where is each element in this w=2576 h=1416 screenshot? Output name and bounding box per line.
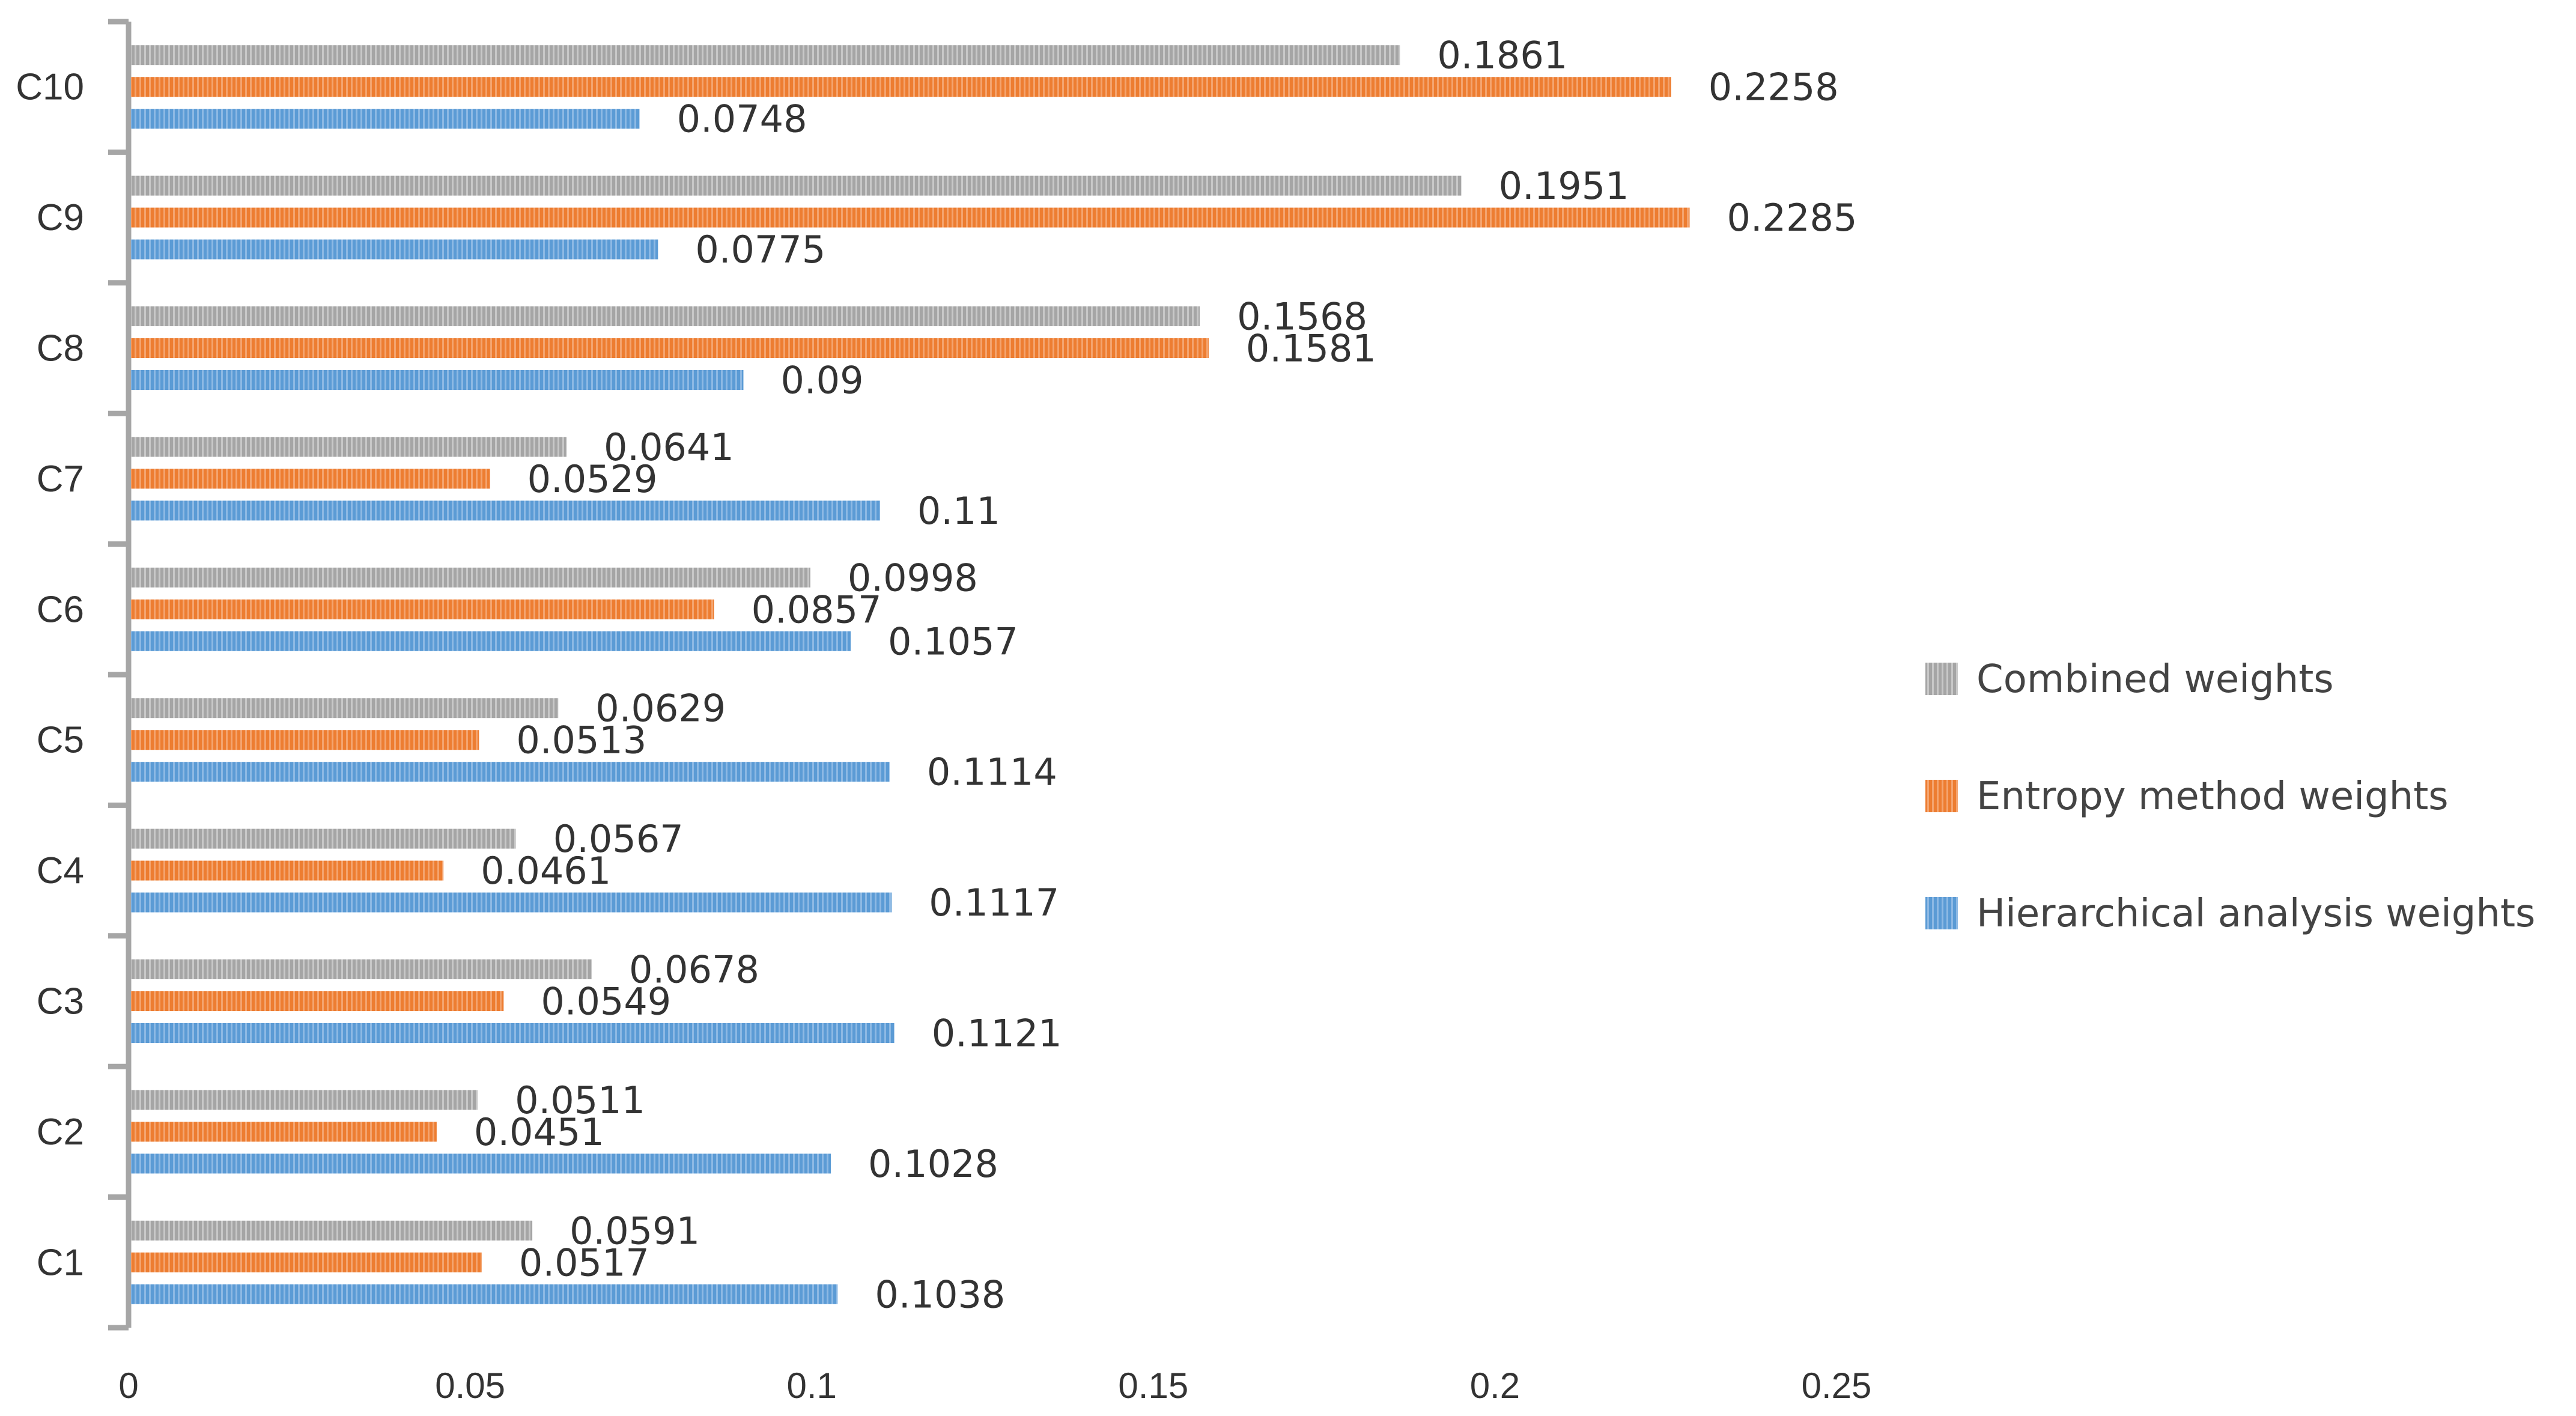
category-label: C7	[37, 458, 84, 500]
bar-C7-0	[131, 437, 567, 457]
category-label: C5	[37, 720, 84, 761]
bar-C10-0	[131, 45, 1400, 65]
bar-C10-2	[131, 109, 640, 129]
bar-C6-1	[131, 599, 714, 619]
category-label: C6	[37, 589, 84, 630]
bar-C6-2	[131, 631, 851, 651]
legend-label: Hierarchical analysis weights	[1976, 892, 2535, 936]
data-label: 0.1568	[1237, 295, 1367, 339]
data-label: 0.1581	[1246, 327, 1376, 371]
data-label: 0.1121	[932, 1012, 1062, 1056]
data-label: 0.0748	[677, 97, 807, 141]
data-label: 0.0511	[515, 1078, 645, 1122]
bar-C5-0	[131, 698, 559, 719]
bar-C5-2	[131, 762, 890, 782]
bar-C2-0	[131, 1090, 478, 1110]
legend-label: Entropy method weights	[1976, 774, 2449, 819]
category-axis	[108, 19, 132, 1331]
data-label: 0.0591	[570, 1209, 700, 1253]
data-label: 0.09	[780, 359, 863, 403]
x-tick-label: 0.2	[1470, 1366, 1520, 1406]
x-tick-label: 0.05	[435, 1366, 505, 1406]
bar-C9-0	[131, 175, 1462, 196]
bar-C5-1	[131, 730, 479, 750]
category-label: C2	[37, 1111, 84, 1153]
data-label: 0.0629	[595, 687, 726, 731]
data-label: 0.0517	[519, 1241, 649, 1284]
data-label: 0.0529	[527, 457, 658, 501]
bar-C2-2	[131, 1153, 831, 1174]
data-label: 0.0567	[553, 817, 684, 861]
x-tick-label: 0.15	[1118, 1366, 1188, 1406]
legend-swatch	[1925, 780, 1958, 812]
data-label: 0.0775	[695, 228, 825, 272]
data-label: 0.1057	[888, 619, 1018, 663]
bar-C1-0	[131, 1220, 533, 1241]
category-label: C1	[37, 1242, 84, 1283]
x-tick-label: 0.25	[1802, 1366, 1872, 1406]
data-label: 0.0998	[848, 556, 978, 600]
data-label: 0.0461	[481, 849, 611, 893]
data-label: 0.1038	[875, 1272, 1005, 1316]
bar-C6-0	[131, 567, 810, 588]
x-tick-label: 0	[118, 1366, 138, 1406]
data-label: 0.1028	[868, 1142, 998, 1186]
data-label: 0.2285	[1727, 196, 1858, 240]
bar-C4-0	[131, 828, 516, 849]
bar-C2-1	[131, 1122, 437, 1142]
data-label: 0.1117	[929, 881, 1059, 925]
data-label: 0.0857	[752, 588, 882, 631]
data-label: 0.0513	[516, 719, 646, 762]
data-label: 0.1861	[1437, 34, 1567, 77]
legend-label: Combined weights	[1976, 657, 2334, 702]
bar-C9-2	[131, 239, 658, 260]
bar-C10-1	[131, 77, 1671, 97]
category-label: C8	[37, 328, 84, 369]
legend: Combined weights Entropy method weights Hi…	[1925, 657, 2535, 936]
x-tick-label: 0.1	[786, 1366, 836, 1406]
bar-C1-1	[131, 1252, 482, 1272]
category-label: C9	[37, 197, 84, 239]
category-label: C10	[16, 67, 84, 108]
data-label: 0.11	[917, 489, 1000, 533]
bar-C4-1	[131, 860, 444, 881]
bar-C7-2	[131, 500, 880, 521]
bar-C8-0	[131, 306, 1200, 326]
data-label: 0.0641	[604, 425, 734, 469]
category-label: C4	[37, 850, 84, 892]
data-label: 0.1114	[927, 750, 1057, 794]
data-label: 0.0678	[629, 948, 759, 992]
bar-C8-1	[131, 338, 1209, 358]
bar-C3-0	[131, 959, 592, 979]
bar-C4-2	[131, 892, 892, 913]
category-label: C3	[37, 981, 84, 1022]
bar-C3-1	[131, 991, 504, 1011]
bar-C1-2	[131, 1284, 838, 1304]
data-label: 0.0549	[541, 980, 671, 1024]
legend-swatch	[1925, 663, 1958, 695]
bar-C8-2	[131, 370, 744, 390]
bar-C9-1	[131, 207, 1690, 228]
data-label: 0.1951	[1499, 164, 1629, 208]
data-label: 0.2258	[1709, 65, 1839, 109]
bar-C3-2	[131, 1023, 895, 1043]
legend-swatch	[1925, 897, 1958, 929]
data-label: 0.0451	[474, 1110, 604, 1154]
bar-C7-1	[131, 469, 490, 489]
